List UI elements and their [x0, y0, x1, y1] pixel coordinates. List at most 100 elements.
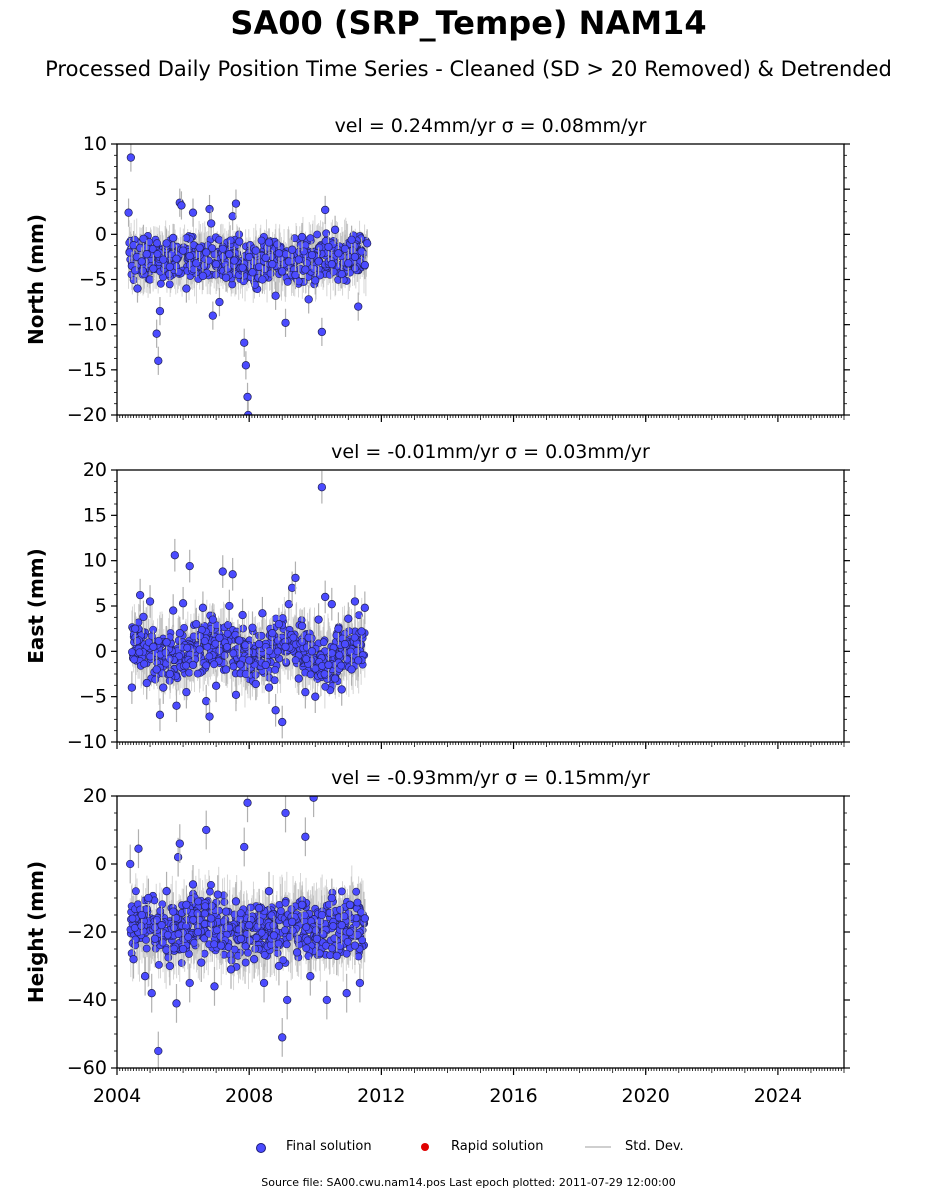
data-point	[165, 961, 175, 971]
data-point	[350, 633, 359, 642]
data-point	[243, 948, 252, 957]
data-point	[360, 603, 369, 612]
data-point	[212, 926, 221, 935]
data-point	[215, 297, 224, 307]
data-point	[178, 944, 188, 954]
data-point	[129, 276, 138, 284]
source-footer: Source file: SA00.cwu.nam14.pos Last epo…	[261, 1176, 676, 1189]
data-point	[360, 260, 369, 270]
legend: Final solution Rapid solution Std. Dev.	[0, 1136, 937, 1160]
data-point	[218, 567, 227, 576]
y-tick-label: −20	[67, 921, 107, 943]
data-point	[326, 951, 335, 960]
data-point	[195, 645, 204, 654]
chart-subtitle: Processed Daily Position Time Series - C…	[45, 57, 892, 81]
data-point	[154, 356, 163, 365]
data-point	[224, 620, 232, 629]
data-point	[289, 633, 298, 642]
data-point	[313, 230, 322, 239]
data-point	[252, 933, 261, 942]
y-axis-label: Height (mm)	[24, 861, 48, 1003]
data-point	[135, 243, 145, 253]
y-tick-label: −20	[67, 404, 107, 426]
data-point	[152, 329, 161, 338]
data-point	[245, 656, 254, 665]
data-point	[342, 989, 351, 998]
data-point	[172, 701, 181, 710]
data-point	[319, 638, 328, 647]
data-point	[294, 934, 302, 943]
data-point	[152, 665, 161, 674]
data-point	[297, 621, 307, 631]
data-point	[240, 338, 249, 347]
data-point	[188, 660, 198, 670]
data-point	[133, 637, 141, 645]
data-point	[238, 610, 247, 620]
data-point	[294, 255, 303, 264]
data-point	[284, 257, 293, 266]
data-point	[302, 655, 311, 663]
y-tick-label: 10	[83, 550, 107, 572]
data-point	[244, 410, 253, 415]
data-point	[183, 643, 192, 652]
data-point	[169, 907, 178, 916]
data-point	[205, 652, 214, 661]
data-point	[274, 939, 283, 948]
data-point	[208, 311, 217, 320]
data-point	[317, 910, 327, 920]
data-point	[283, 995, 292, 1005]
data-point	[267, 911, 276, 920]
data-point	[220, 898, 229, 906]
data-point	[202, 661, 211, 670]
data-point	[158, 938, 167, 947]
data-point	[192, 259, 201, 268]
data-point	[184, 933, 193, 941]
data-point	[258, 609, 267, 618]
data-point	[130, 924, 139, 932]
data-point	[241, 669, 251, 679]
y-tick-label: 5	[95, 178, 107, 200]
data-point	[243, 392, 252, 402]
data-point	[127, 683, 137, 692]
data-point	[128, 914, 137, 923]
data-point	[297, 232, 307, 242]
data-point	[193, 669, 202, 678]
data-point	[306, 972, 315, 981]
data-point	[155, 306, 165, 316]
data-point	[170, 923, 178, 932]
data-point	[257, 928, 266, 937]
data-point	[268, 259, 277, 269]
y-tick-label: 5	[95, 595, 107, 617]
data-point	[315, 949, 324, 958]
data-point	[354, 656, 363, 665]
data-point	[259, 978, 269, 988]
data-point	[218, 244, 227, 253]
data-point	[197, 626, 206, 634]
data-point	[142, 935, 150, 944]
data-point	[200, 909, 209, 918]
data-point	[130, 655, 139, 664]
data-point	[185, 251, 194, 261]
data-point	[327, 649, 336, 658]
data-point	[169, 606, 178, 615]
data-point	[153, 250, 162, 258]
data-point	[223, 629, 232, 638]
data-point	[304, 952, 313, 961]
data-point	[236, 909, 245, 918]
data-point	[133, 284, 142, 293]
data-point	[311, 692, 320, 701]
data-point	[291, 656, 300, 665]
data-point	[306, 670, 315, 679]
data-point	[278, 267, 287, 276]
data-point	[321, 592, 330, 602]
data-point	[231, 897, 241, 906]
y-tick-label: −5	[79, 269, 107, 291]
data-point	[215, 633, 224, 642]
data-point	[345, 900, 355, 909]
data-point	[149, 264, 158, 273]
data-point	[249, 955, 259, 964]
data-point	[301, 265, 310, 274]
data-point	[274, 619, 284, 629]
data-point	[314, 615, 323, 624]
